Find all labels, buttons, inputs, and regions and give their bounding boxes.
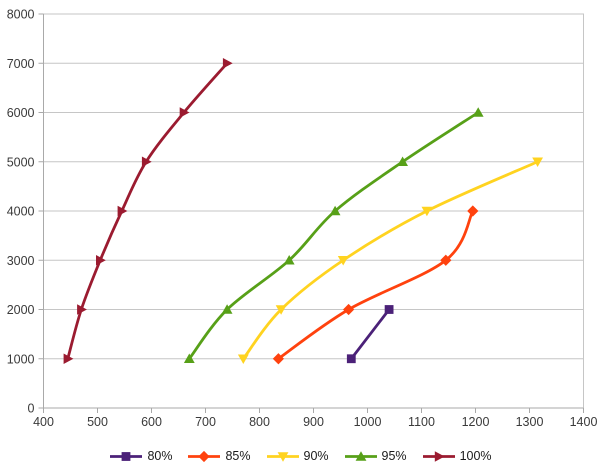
y-tick-label: 7000 <box>7 57 35 71</box>
triangle-up-marker-95pct <box>183 353 195 363</box>
series-line-80pct <box>349 308 391 361</box>
diamond-marker-85pct <box>440 254 452 266</box>
series-90pct <box>237 157 543 364</box>
legend-marker-90pct <box>266 451 299 462</box>
legend-label-95pct: 95% <box>381 448 407 463</box>
y-tick-label: 1000 <box>7 352 35 366</box>
x-tick-label: 900 <box>303 415 324 429</box>
square-marker-80pct <box>346 354 356 364</box>
x-tick-label: 1100 <box>408 415 435 429</box>
x-tick-label: 500 <box>87 415 108 429</box>
triangle-up-marker-95pct <box>472 107 484 117</box>
series-80pct <box>346 305 394 364</box>
triangle-down-marker-90pct <box>337 256 349 266</box>
diamond-marker-legend-85pct <box>198 450 211 462</box>
diamond-marker-85pct <box>467 205 479 217</box>
triangle-right-marker-100pct <box>63 353 74 364</box>
x-tick-label: 1300 <box>516 415 544 429</box>
x-tick-label: 600 <box>141 415 162 429</box>
triangle-down-marker-90pct <box>275 305 287 315</box>
x-tick-label: 700 <box>195 415 216 429</box>
series-line-90pct <box>241 160 539 361</box>
triangle-up-marker-95pct <box>221 304 233 314</box>
triangle-right-marker-100pct <box>96 255 106 266</box>
y-tick-label: 8000 <box>7 8 35 22</box>
x-tick-label: 400 <box>33 415 54 429</box>
square-marker-legend-80pct <box>122 451 131 461</box>
y-tick-label: 4000 <box>7 205 35 219</box>
triangle-right-marker-100pct <box>222 58 233 69</box>
legend-label-100pct: 100% <box>459 448 492 463</box>
triangle-down-marker-90pct <box>532 157 543 167</box>
legend-marker-80pct <box>110 451 143 461</box>
series-line-95pct <box>187 111 480 361</box>
legend-label-80pct: 80% <box>147 448 173 463</box>
legend-item-95pct: 95% <box>344 448 407 463</box>
legend-marker-85pct <box>188 450 221 462</box>
triangle-right-marker-100pct <box>77 304 87 315</box>
diamond-marker-85pct <box>272 353 284 365</box>
plot-area: 400 500 600 700 800 900 1000 1100 1200 1300 1400 0 1… <box>7 8 598 430</box>
chart-legend: 80% 85% 90% 95% 100% <box>0 442 602 470</box>
y-tick-label: 2000 <box>7 303 35 317</box>
triangle-down-marker-90pct <box>237 354 249 364</box>
x-tick-label: 1000 <box>354 415 382 429</box>
series-85pct <box>272 205 479 365</box>
x-tick-label: 800 <box>249 415 270 429</box>
triangle-right-marker-100pct <box>117 205 128 217</box>
y-tick-label: 5000 <box>7 155 35 169</box>
series-95pct <box>183 107 484 363</box>
triangle-up-marker-95pct <box>397 156 408 166</box>
triangle-down-marker-90pct <box>421 206 433 217</box>
legend-marker-100pct <box>422 450 455 462</box>
x-tick-label: 1400 <box>570 415 598 429</box>
y-tick-label: 0 <box>28 402 35 416</box>
triangle-up-marker-legend-95pct <box>355 450 366 461</box>
legend-item-100pct: 100% <box>422 448 492 463</box>
square-marker-80pct <box>384 305 394 314</box>
series-line-85pct <box>277 209 475 361</box>
series-100pct <box>63 58 233 364</box>
legend-item-80pct: 80% <box>110 450 172 463</box>
legend-item-90pct: 90% <box>266 448 329 463</box>
x-tick-label: 1200 <box>462 415 490 429</box>
diamond-marker-85pct <box>343 303 355 316</box>
legend-label-85pct: 85% <box>225 448 251 463</box>
triangle-right-marker-100pct <box>179 107 190 118</box>
legend-label-90pct: 90% <box>303 448 329 463</box>
legend-item-85pct: 85% <box>188 448 251 463</box>
legend-marker-95pct <box>344 450 377 461</box>
triangle-right-marker-legend-100pct <box>434 450 445 462</box>
triangle-down-marker-legend-90pct <box>277 451 288 462</box>
y-tick-label: 3000 <box>7 254 35 268</box>
triangle-right-marker-100pct <box>141 156 152 167</box>
triangle-up-marker-95pct <box>329 205 341 216</box>
triangle-up-marker-95pct <box>283 255 295 265</box>
y-tick-label: 6000 <box>7 106 35 120</box>
